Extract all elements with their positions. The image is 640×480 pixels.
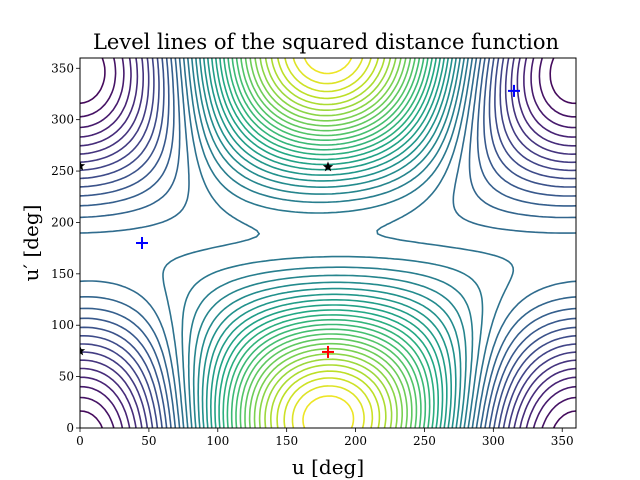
contour-level [162, 58, 515, 428]
contour-level [201, 58, 457, 428]
contour-level [80, 58, 576, 428]
contour-level [230, 58, 427, 428]
contour-level [80, 58, 576, 428]
y-axis-ticks: 0 50 100 150 200 250 300 350 [51, 61, 80, 435]
y-tick-label: 250 [51, 164, 74, 178]
contour-level [248, 58, 408, 428]
contour-level [222, 58, 435, 428]
contour-level [80, 58, 576, 428]
y-tick-label: 0 [66, 421, 74, 435]
contour-level [192, 58, 467, 428]
contour-lines [80, 58, 576, 428]
contour-level [80, 58, 576, 428]
contour-level [210, 58, 448, 428]
minimum-plus-marker [322, 345, 334, 358]
x-tick-label: 150 [275, 434, 298, 448]
contour-level [218, 58, 439, 428]
y-axis-label: u′ [deg] [19, 205, 43, 282]
contour-level [276, 58, 381, 428]
contour-level [80, 58, 576, 428]
x-tick-label: 200 [344, 434, 367, 448]
contour-level [302, 58, 355, 428]
saddle-star-marker [322, 161, 334, 172]
y-tick-label: 300 [51, 113, 74, 127]
x-axis-ticks: 0 50 100 150 200 250 300 350 [76, 428, 574, 448]
saddle-star-marker [80, 160, 86, 171]
contour-level [214, 58, 444, 428]
contour-level [291, 58, 365, 428]
x-axis-label: u [deg] [292, 455, 364, 479]
contour-level [80, 58, 576, 428]
contour-level [235, 58, 422, 428]
contour-level [283, 58, 374, 428]
y-tick-label: 50 [59, 370, 74, 384]
y-tick-label: 350 [51, 61, 74, 75]
contour-level [205, 58, 452, 428]
contour-level [253, 58, 403, 428]
x-tick-label: 0 [76, 434, 84, 448]
y-tick-label: 200 [51, 215, 74, 229]
contour-level [181, 58, 484, 428]
chart-title: Level lines of the squared distance func… [93, 30, 559, 54]
contour-level [80, 58, 576, 428]
contour-level [80, 58, 576, 428]
contour-level [80, 58, 576, 428]
contour-level [244, 58, 413, 428]
contour-level [264, 58, 393, 428]
contour-level [197, 58, 462, 428]
contour-level [80, 58, 576, 428]
contour-level [239, 58, 418, 428]
x-tick-label: 300 [482, 434, 505, 448]
contour-level [258, 58, 398, 428]
x-tick-label: 50 [141, 434, 156, 448]
contour-level [80, 58, 576, 428]
saddle-star-marker [80, 345, 86, 356]
contour-level [80, 58, 576, 428]
minimum-plus-marker [508, 84, 520, 97]
x-tick-label: 350 [551, 434, 574, 448]
contour-level [226, 58, 431, 428]
x-tick-label: 250 [413, 434, 436, 448]
plot-frame [79, 57, 577, 429]
x-tick-label: 100 [206, 434, 229, 448]
contour-level [80, 58, 576, 428]
marker-layer [80, 84, 520, 358]
minimum-plus-marker [136, 237, 148, 249]
y-tick-label: 100 [51, 318, 74, 332]
contour-level [270, 58, 387, 428]
contour-level [187, 58, 474, 428]
contour-level [80, 58, 576, 428]
y-tick-label: 150 [51, 267, 74, 281]
